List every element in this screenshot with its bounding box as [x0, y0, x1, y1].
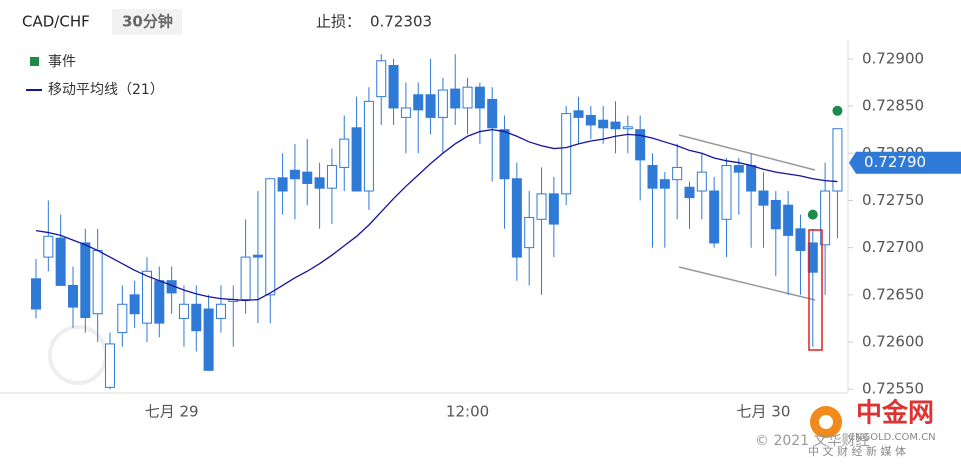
candle-body — [413, 94, 424, 111]
last-price-tag — [849, 151, 961, 174]
candle-body — [622, 126, 633, 130]
x-tick-label: 七月 30 — [737, 403, 791, 421]
x-tick-label: 七月 29 — [145, 403, 199, 421]
logo-site: CNGOLD.COM.CN — [848, 432, 936, 443]
y-tick-label: 0.72600 — [862, 333, 924, 351]
x-tick-label: 12:00 — [446, 403, 489, 421]
candle-body — [129, 294, 140, 315]
candle-body — [598, 119, 609, 129]
candle-body — [548, 193, 559, 225]
candle-body — [302, 171, 313, 184]
candle-body — [289, 169, 300, 180]
event-dot — [832, 105, 843, 116]
candle-body — [783, 204, 794, 236]
candle-body — [499, 129, 510, 180]
candle-body — [635, 129, 646, 161]
candle-body — [770, 199, 781, 230]
candle-body — [511, 178, 522, 258]
candle-body — [80, 242, 91, 318]
last-price-label: 0.72790 — [864, 153, 926, 171]
event-dot — [807, 209, 818, 220]
candle-body — [721, 165, 732, 220]
candle-body — [43, 235, 54, 258]
copyright: © 2021 文华财经 — [755, 433, 870, 449]
candle-body — [474, 86, 485, 109]
legend-event: 事件 — [48, 54, 76, 70]
candle-body — [351, 127, 362, 192]
candle-body — [314, 177, 325, 189]
legend-event-swatch — [30, 57, 39, 66]
candle-body — [487, 98, 498, 129]
candle-body — [524, 216, 535, 249]
timeframe-box[interactable] — [112, 9, 182, 35]
candle-body — [240, 256, 251, 301]
candle-body — [425, 94, 436, 118]
candle-body — [67, 284, 78, 308]
candle-body — [573, 110, 584, 118]
candle-body — [117, 303, 128, 334]
candle-body — [191, 303, 202, 332]
channel-bottom — [678, 266, 816, 301]
candle-body — [252, 254, 263, 258]
y-tick-label: 0.72550 — [862, 380, 924, 398]
candle-body — [203, 308, 214, 371]
y-tick-label: 0.72750 — [862, 191, 924, 209]
candle-body — [363, 100, 374, 192]
candle-body — [733, 165, 744, 173]
symbol: CAD/CHF — [22, 13, 90, 31]
stop-loss-label: 止损： — [316, 13, 361, 31]
timeframe[interactable]: 30分钟 — [122, 13, 173, 31]
candle-body — [141, 270, 152, 324]
channel-top — [678, 134, 816, 171]
candle-body — [832, 128, 843, 192]
candle-body — [659, 179, 670, 189]
candle-body — [610, 121, 621, 130]
candle-body — [277, 177, 288, 192]
candle-body — [647, 165, 658, 189]
candle-body — [820, 190, 831, 246]
highlight-box — [808, 229, 823, 351]
candle-body — [795, 228, 806, 251]
candle-body — [339, 138, 350, 168]
candle-body — [672, 166, 683, 181]
logo-icon-inner — [819, 415, 833, 429]
candle-body — [709, 190, 720, 244]
candle-body — [561, 113, 572, 195]
y-tick-label: 0.72900 — [862, 49, 924, 67]
candle-body — [684, 186, 695, 199]
y-tick-label: 0.72850 — [862, 97, 924, 115]
candle-body — [55, 237, 66, 286]
candle-body — [758, 190, 769, 206]
candle-body — [326, 165, 337, 189]
candle-body — [450, 88, 461, 109]
candle-body — [215, 303, 226, 319]
candle-body — [696, 171, 707, 192]
candle-body — [154, 280, 165, 324]
candle-body — [31, 278, 41, 310]
stop-loss-value: 0.72303 — [370, 13, 432, 31]
logo-slogan: 中 文 财 经 新 媒 体 — [808, 444, 906, 458]
candle-body — [376, 60, 387, 98]
candle-body — [462, 86, 473, 109]
candle-body — [746, 165, 757, 192]
candle-body — [400, 107, 411, 118]
candle-body — [388, 64, 399, 109]
candle-body — [178, 303, 189, 319]
candle-body — [585, 115, 596, 126]
candle-body — [92, 249, 103, 315]
legend-ma: 移动平均线（21） — [48, 82, 164, 98]
y-tick-label: 0.72650 — [862, 285, 924, 303]
candle-body — [437, 89, 448, 118]
y-tick-label: 0.72700 — [862, 238, 924, 256]
ma-line — [35, 129, 838, 302]
candle-body — [265, 178, 276, 296]
candle-body — [104, 343, 115, 388]
logo-name: 中金网 — [856, 398, 934, 429]
candle-body — [536, 193, 547, 220]
